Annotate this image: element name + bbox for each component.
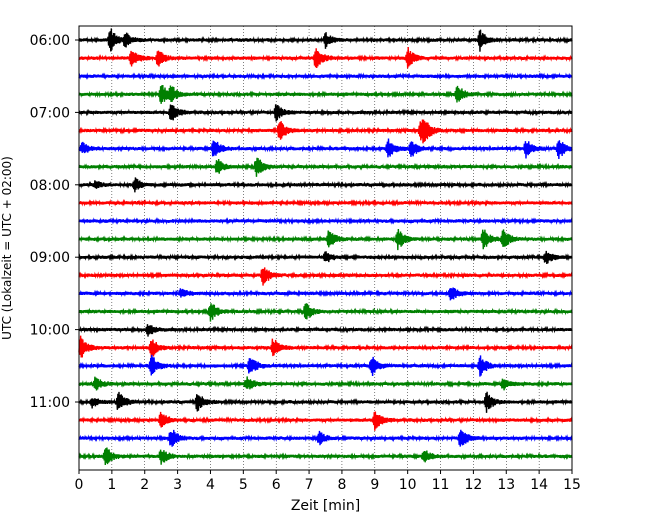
seismic-trace-0845 xyxy=(78,229,573,251)
x-tick-label: 2 xyxy=(140,477,149,493)
seismic-trace-0915 xyxy=(78,267,573,286)
grid-lines xyxy=(111,26,540,470)
x-tick-label: 15 xyxy=(563,477,581,493)
seismic-trace-0900 xyxy=(78,250,573,264)
x-tick-label: 6 xyxy=(272,477,281,493)
y-tick-label: 11:00 xyxy=(30,395,70,411)
x-tick-label: 1 xyxy=(107,477,116,493)
seismic-trace-1000 xyxy=(78,324,573,337)
seismic-trace-0615 xyxy=(78,46,573,69)
x-axis-label: Zeit [min] xyxy=(291,498,360,514)
x-tick-label: 5 xyxy=(239,477,248,493)
x-tick-label: 11 xyxy=(432,477,450,493)
trace-group xyxy=(78,28,573,465)
seismic-trace-0945 xyxy=(78,303,573,322)
y-axis-ticks: 06:00 07:00 08:00 09:00 10:00 11:00 xyxy=(30,33,79,411)
x-tick-label: 0 xyxy=(75,477,84,493)
seismic-trace-1130 xyxy=(78,429,573,447)
x-tick-label: 13 xyxy=(497,477,515,493)
seismic-trace-0730 xyxy=(78,138,573,160)
seismic-trace-1030 xyxy=(78,354,573,377)
x-tick-label: 10 xyxy=(399,477,417,493)
seismic-trace-1145 xyxy=(78,447,573,465)
x-tick-label: 12 xyxy=(464,477,482,493)
x-tick-label: 3 xyxy=(173,477,182,493)
seismic-trace-0630 xyxy=(78,72,573,81)
x-tick-label: 14 xyxy=(530,477,548,493)
seismic-trace-0645 xyxy=(78,84,573,104)
x-tick-label: 7 xyxy=(305,477,314,493)
y-tick-label: 07:00 xyxy=(30,105,70,121)
seismic-trace-1100 xyxy=(78,391,573,413)
seismic-trace-0700 xyxy=(78,104,573,122)
seismic-trace-0830 xyxy=(78,217,573,225)
x-tick-label: 8 xyxy=(337,477,346,493)
seismic-trace-1045 xyxy=(78,376,573,391)
seismic-trace-0715 xyxy=(78,119,573,144)
seismic-trace-0800 xyxy=(78,177,573,193)
y-axis-label: UTC (Lokalzeit = UTC + 02:00) xyxy=(0,156,14,340)
x-axis-ticks: 0 1 2 3 4 5 6 7 8 9 10 11 12 13 14 15 xyxy=(75,470,581,493)
y-tick-label: 06:00 xyxy=(30,33,70,49)
seismic-trace-1115 xyxy=(78,411,573,431)
seismic-trace-0600 xyxy=(78,28,573,52)
seismic-trace-0930 xyxy=(78,287,573,301)
y-tick-label: 09:00 xyxy=(30,250,70,266)
plot-frame xyxy=(78,25,573,471)
seismic-trace-1015 xyxy=(78,335,573,358)
seismic-trace-0815 xyxy=(78,198,573,207)
x-tick-label: 4 xyxy=(206,477,215,493)
x-tick-label: 9 xyxy=(370,477,379,493)
y-tick-label: 08:00 xyxy=(30,178,70,194)
seismic-trace-0745 xyxy=(78,157,573,177)
y-tick-label: 10:00 xyxy=(30,323,70,339)
